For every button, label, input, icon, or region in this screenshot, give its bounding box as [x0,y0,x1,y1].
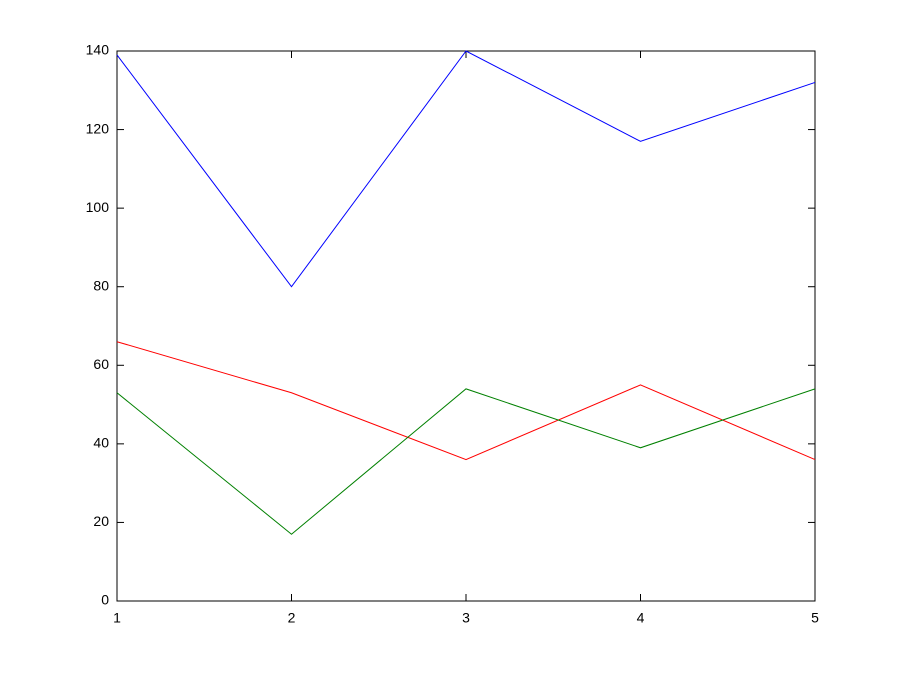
x-tick-label: 2 [288,610,296,626]
y-tick-label: 0 [101,592,109,608]
y-tick-label: 120 [86,120,110,136]
x-tick-label: 5 [811,610,819,626]
line-series [116,388,816,535]
y-tick-label: 140 [86,42,110,58]
x-tick-label: 1 [113,610,121,626]
y-tick-label: 100 [86,199,110,215]
x-tick-label: 4 [637,610,645,626]
y-tick-label: 60 [93,356,109,372]
plot-frame [116,50,816,602]
line-series [116,50,816,288]
x-tick-label: 3 [462,610,470,626]
line-series [116,341,816,461]
y-tick-label: 20 [93,513,109,529]
y-tick-label: 40 [93,435,109,451]
y-tick-label: 80 [93,277,109,293]
